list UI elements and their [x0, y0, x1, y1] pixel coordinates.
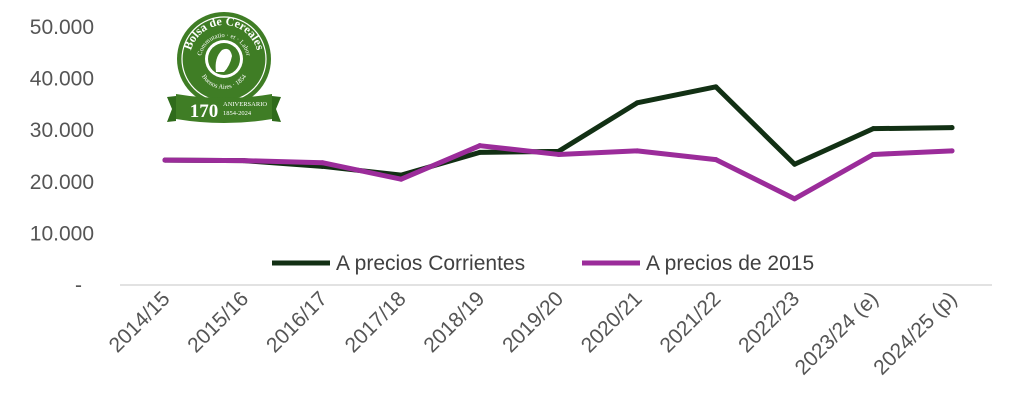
data-point [870, 126, 876, 132]
series-1 [162, 143, 955, 202]
logo-years: 1854-2024 [223, 110, 252, 117]
data-point [634, 100, 640, 106]
data-point [319, 160, 325, 166]
logo-ribbon [167, 96, 176, 122]
x-axis: 2014/15 2015/16 2016/17 2017/18 2018/19 2019/… [105, 287, 962, 379]
logo-number: 170 [190, 101, 219, 122]
y-tick-label: 40.000 [30, 68, 94, 91]
series-layer [162, 84, 955, 202]
x-tick-label: 2023/24 (e) [791, 287, 883, 379]
data-point [241, 158, 247, 164]
data-point [713, 84, 719, 90]
x-tick-label: 2014/15 [105, 287, 175, 357]
data-point [634, 148, 640, 154]
data-point [713, 157, 719, 163]
x-tick-label: 2017/18 [341, 287, 411, 357]
x-tick-label: 2015/16 [183, 287, 253, 357]
x-tick-label: 2022/23 [734, 287, 804, 357]
bolsa-de-cereales-logo: Bolsa de Cereales Commutatio · et · Labo… [167, 12, 281, 123]
legend-label-corrientes: A precios Corrientes [336, 252, 525, 275]
legend: A precios Corrientes A precios de 2015 [272, 252, 814, 275]
data-point [792, 196, 798, 202]
y-tick-label: 20.000 [30, 171, 94, 194]
data-point [162, 157, 168, 163]
data-point [870, 151, 876, 157]
x-tick-label: 2024/25 (p) [869, 287, 961, 379]
y-tick-label: 10.000 [30, 222, 94, 245]
y-tick-label: 50.000 [30, 16, 94, 39]
data-point [477, 149, 483, 155]
x-tick-label: 2018/19 [419, 287, 489, 357]
legend-label-2015: A precios de 2015 [646, 252, 814, 275]
data-point [792, 161, 798, 167]
data-point [398, 176, 404, 182]
data-point [556, 151, 561, 157]
y-tick-label: 30.000 [30, 119, 94, 142]
data-point [949, 148, 955, 154]
x-tick-label: 2016/17 [262, 287, 332, 357]
x-tick-label: 2019/20 [498, 287, 568, 357]
x-tick-label: 2020/21 [577, 287, 647, 357]
y-tick-label: - [75, 274, 82, 297]
x-tick-label: 2021/22 [655, 287, 725, 357]
data-point [949, 125, 955, 131]
y-axis: - 10.000 20.000 30.000 40.000 50.000 [30, 16, 94, 297]
data-point [477, 143, 483, 149]
logo-anniversary: ANIVERSARIO [223, 101, 267, 108]
